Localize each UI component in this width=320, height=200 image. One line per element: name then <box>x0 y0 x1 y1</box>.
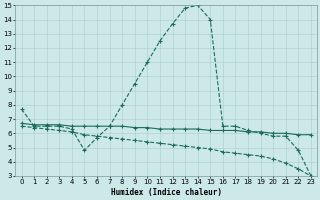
X-axis label: Humidex (Indice chaleur): Humidex (Indice chaleur) <box>111 188 222 197</box>
